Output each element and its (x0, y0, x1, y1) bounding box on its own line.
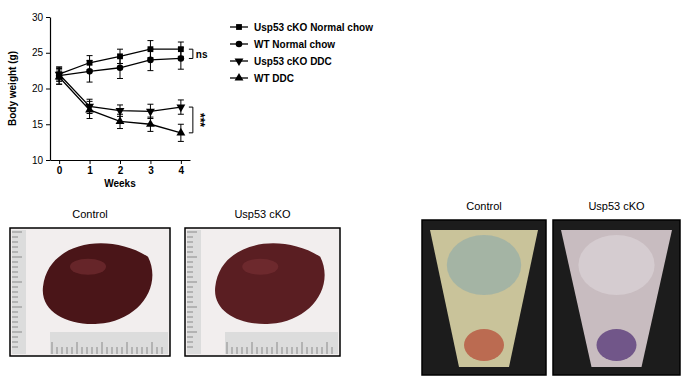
x-axis-title: Weeks (104, 178, 136, 189)
series-marker (146, 109, 155, 117)
x-tick-label: 2 (118, 165, 124, 176)
y-tick-mark (46, 89, 50, 90)
y-tick-label: 20 (32, 83, 44, 94)
legend-label: Usp53 cKO DDC (254, 56, 332, 67)
series-marker (86, 68, 93, 75)
y-tick-label: 25 (32, 47, 44, 58)
photo-frame (185, 228, 340, 356)
y-tick-label: 30 (32, 12, 44, 23)
x-tick-label: 3 (148, 165, 154, 176)
photo-label: Control (72, 208, 107, 220)
x-tick-mark (120, 160, 121, 164)
significance-label: ns (196, 49, 208, 60)
photo-label: Usp53 cKO (234, 208, 291, 220)
significance-bracket (189, 49, 193, 58)
tissue (597, 329, 637, 361)
x-axis: 0 1 2 3 4 (51, 160, 191, 176)
liver-highlight (70, 259, 106, 275)
plot-area (55, 41, 186, 142)
series-marker (147, 57, 154, 64)
figure: 10 15 20 25 30 0 1 2 3 4 Body weight (g) Weeks ns ***… (0, 0, 691, 386)
photo-label: Control (466, 200, 501, 212)
liver (43, 243, 153, 324)
tissue (464, 329, 504, 361)
legend: Usp53 cKO Normal chow WT Normal chow Usp53… (230, 22, 373, 84)
abdomen (561, 230, 672, 367)
error-bar (87, 61, 93, 82)
series (55, 70, 186, 142)
legend-marker (236, 24, 242, 30)
significance-bracket (189, 107, 193, 133)
y-tick-mark (46, 53, 50, 54)
liver-highlight (242, 259, 278, 275)
photo-panel: Control Usp53 cKO (422, 200, 680, 375)
photo-frame (553, 220, 680, 375)
x-tick-mark (90, 160, 91, 164)
x-tick-mark (150, 160, 151, 164)
y-axis: 10 15 20 25 30 (32, 12, 51, 166)
series-marker (55, 72, 64, 80)
x-tick: 4 (179, 160, 185, 176)
series-marker (85, 105, 94, 113)
photo-label: Usp53 cKO (588, 200, 645, 212)
legend-label: WT Normal chow (254, 39, 335, 50)
photo-frame (422, 220, 546, 375)
tissue (447, 235, 521, 295)
y-axis-line (50, 18, 51, 161)
y-tick: 10 (32, 155, 50, 166)
series-marker (178, 55, 185, 62)
y-tick-label: 10 (32, 155, 44, 166)
ruler-ticks (187, 232, 332, 354)
photo-panel: Control Usp53 cKO (10, 208, 340, 356)
y-tick-mark (46, 160, 50, 161)
ruler-ticks (12, 232, 162, 354)
x-tick: 3 (148, 160, 154, 176)
x-tick: 0 (57, 160, 63, 176)
series (56, 48, 184, 84)
series-marker (146, 119, 155, 127)
series-marker (176, 128, 185, 136)
series-line (59, 77, 181, 133)
series-marker (117, 64, 124, 71)
tissue (578, 235, 654, 295)
y-tick: 15 (32, 119, 50, 130)
y-tick-mark (46, 124, 50, 125)
series-marker (116, 116, 125, 124)
error-bar (147, 49, 153, 70)
series-marker (55, 72, 64, 80)
legend-marker (235, 58, 244, 66)
legend-marker (236, 41, 243, 48)
legend-label: WT DDC (254, 73, 294, 84)
series (56, 41, 184, 82)
x-tick: 1 (87, 160, 93, 176)
error-bar (178, 48, 184, 69)
legend-label: Usp53 cKO Normal chow (254, 22, 373, 33)
x-tick: 2 (118, 160, 124, 176)
series-marker (176, 105, 185, 113)
y-tick-label: 15 (32, 119, 44, 130)
x-tick-label: 0 (57, 165, 63, 176)
x-tick-mark (59, 160, 60, 164)
y-tick: 25 (32, 47, 50, 58)
y-axis-title: Body weight (g) (7, 51, 18, 126)
abdomen (430, 230, 538, 367)
significance-label: *** (193, 113, 207, 127)
x-tick-label: 4 (179, 165, 185, 176)
photo-frame (10, 228, 170, 356)
liver (215, 243, 325, 324)
y-tick: 30 (32, 12, 50, 23)
error-bar (117, 57, 123, 78)
y-tick: 20 (32, 83, 50, 94)
ruler (50, 332, 168, 354)
x-tick-label: 1 (87, 165, 93, 176)
y-tick-mark (46, 17, 50, 18)
legend-marker (235, 73, 244, 81)
x-tick-mark (181, 160, 182, 164)
